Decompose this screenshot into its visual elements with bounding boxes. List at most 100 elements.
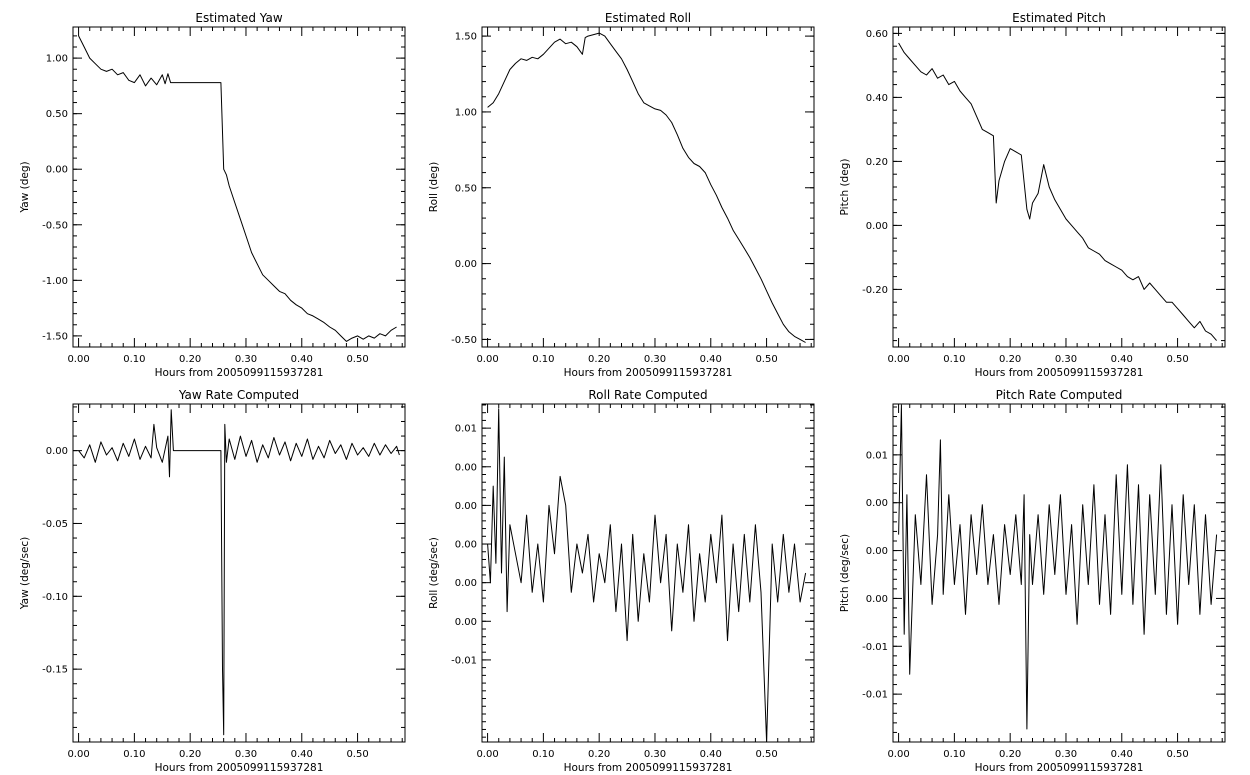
x-tick-label: 0.30 (235, 354, 257, 365)
y-tick-label: 0.20 (866, 157, 888, 168)
x-tick-label: 0.30 (235, 749, 257, 760)
x-tick-label: 0.50 (346, 749, 368, 760)
y-tick-label: 0.01 (455, 424, 477, 435)
y-tick-label: 0.50 (455, 183, 477, 194)
chart-title: Estimated Roll (605, 11, 691, 25)
x-axis-label: Hours from 2005099115937281 (564, 367, 733, 379)
data-series-line (898, 42, 1217, 341)
y-tick-label: -0.10 (42, 592, 68, 603)
plot-frame (481, 403, 815, 743)
x-tick-label: 0.30 (644, 749, 666, 760)
y-tick-label: -1.00 (42, 276, 68, 287)
y-tick-label: 0.00 (455, 259, 477, 270)
x-tick-label: 0.00 (476, 749, 498, 760)
y-tick-label: 0.00 (455, 617, 477, 628)
y-tick-label: -1.50 (42, 331, 68, 342)
y-tick-label: 0.60 (866, 29, 888, 40)
x-axis-label: Hours from 2005099115937281 (564, 762, 733, 774)
x-tick-label: 0.50 (346, 354, 368, 365)
x-tick-label: 0.40 (291, 749, 313, 760)
x-tick-label: 0.00 (476, 354, 498, 365)
y-tick-label: 0.00 (866, 221, 888, 232)
plot-frame (72, 26, 406, 348)
y-tick-label: -0.05 (42, 519, 68, 530)
y-tick-label: 0.40 (866, 93, 888, 104)
y-tick-label: 0.00 (46, 446, 68, 457)
y-tick-label: 0.00 (455, 501, 477, 512)
x-tick-label: 0.40 (700, 749, 722, 760)
chart-panel-3: Estimated Pitch Hours from 20050991159372… (839, 11, 1226, 379)
y-axis-label: Pitch (deg) (839, 159, 851, 216)
x-tick-label: 0.10 (532, 354, 554, 365)
x-tick-label: 0.00 (887, 749, 909, 760)
x-tick-label: 0.20 (999, 749, 1021, 760)
x-tick-label: 0.30 (1055, 749, 1077, 760)
x-tick-label: 0.10 (123, 354, 145, 365)
x-tick-label: 0.50 (755, 354, 777, 365)
x-tick-label: 0.10 (943, 354, 965, 365)
x-tick-label: 0.20 (179, 749, 201, 760)
chart-title: Estimated Pitch (1012, 11, 1106, 25)
y-axis-label: Roll (deg/sec) (428, 537, 440, 609)
y-axis-label: Pitch (deg/sec) (839, 534, 851, 612)
y-tick-label: 1.00 (46, 54, 68, 65)
y-tick-label: 0.00 (46, 165, 68, 176)
y-tick-label: -0.01 (862, 690, 888, 701)
x-tick-label: 0.20 (588, 749, 610, 760)
x-tick-label: 0.10 (532, 749, 554, 760)
y-tick-label: -0.50 (42, 220, 68, 231)
y-tick-label: 0.00 (455, 462, 477, 473)
data-series-line (487, 32, 806, 343)
x-tick-label: 0.20 (588, 354, 610, 365)
y-tick-label: 0.00 (866, 546, 888, 557)
chart-panel-6: Pitch Rate Computed Hours from 2005099115… (839, 388, 1226, 774)
y-axis-label: Roll (deg) (428, 162, 440, 212)
x-tick-label: 0.20 (179, 354, 201, 365)
chart-panel-2: Estimated Roll Hours from 200509911593728… (428, 11, 815, 379)
y-tick-label: 1.00 (455, 107, 477, 118)
y-tick-label: 0.01 (866, 450, 888, 461)
chart-panel-5: Roll Rate Computed Hours from 20050991159… (428, 388, 815, 774)
x-tick-label: 0.40 (1111, 354, 1133, 365)
x-tick-label: 0.30 (1055, 354, 1077, 365)
chart-title: Pitch Rate Computed (996, 388, 1123, 402)
y-tick-label: -0.01 (451, 655, 477, 666)
plot-frame (72, 403, 406, 743)
y-tick-label: 0.00 (866, 594, 888, 605)
x-axis-label: Hours from 2005099115937281 (155, 367, 324, 379)
data-series-line (78, 35, 397, 342)
y-tick-label: -0.50 (451, 335, 477, 346)
x-tick-label: 0.20 (999, 354, 1021, 365)
data-series-line (487, 408, 807, 743)
y-tick-label: 0.50 (46, 109, 68, 120)
chart-panel-4: Yaw Rate Computed Hours from 200509911593… (19, 388, 406, 774)
x-tick-label: 0.10 (123, 749, 145, 760)
data-series-line (898, 404, 1218, 730)
y-tick-label: -0.01 (862, 642, 888, 653)
chart-panel-1: Estimated Yaw Hours from 2005099115937281… (19, 11, 406, 379)
chart-title: Roll Rate Computed (588, 388, 707, 402)
x-tick-label: 0.50 (1166, 354, 1188, 365)
y-tick-label: 0.00 (455, 540, 477, 551)
y-tick-label: 0.00 (455, 578, 477, 589)
x-tick-label: 0.00 (887, 354, 909, 365)
x-tick-label: 0.40 (291, 354, 313, 365)
x-tick-label: 0.50 (755, 749, 777, 760)
plot-frame (481, 26, 815, 348)
y-axis-label: Yaw (deg/sec) (19, 537, 31, 611)
x-tick-label: 0.30 (644, 354, 666, 365)
x-tick-label: 0.00 (67, 749, 89, 760)
data-series-line (78, 409, 400, 736)
y-tick-label: 1.50 (455, 32, 477, 43)
x-axis-label: Hours from 2005099115937281 (975, 367, 1144, 379)
chart-title: Yaw Rate Computed (178, 388, 299, 402)
y-axis-label: Yaw (deg) (19, 161, 31, 213)
chart-title: Estimated Yaw (195, 11, 282, 25)
x-tick-label: 0.00 (67, 354, 89, 365)
y-tick-label: 0.00 (866, 498, 888, 509)
y-tick-label: -0.20 (862, 285, 888, 296)
x-tick-label: 0.40 (700, 354, 722, 365)
x-tick-label: 0.40 (1111, 749, 1133, 760)
x-axis-label: Hours from 2005099115937281 (155, 762, 324, 774)
